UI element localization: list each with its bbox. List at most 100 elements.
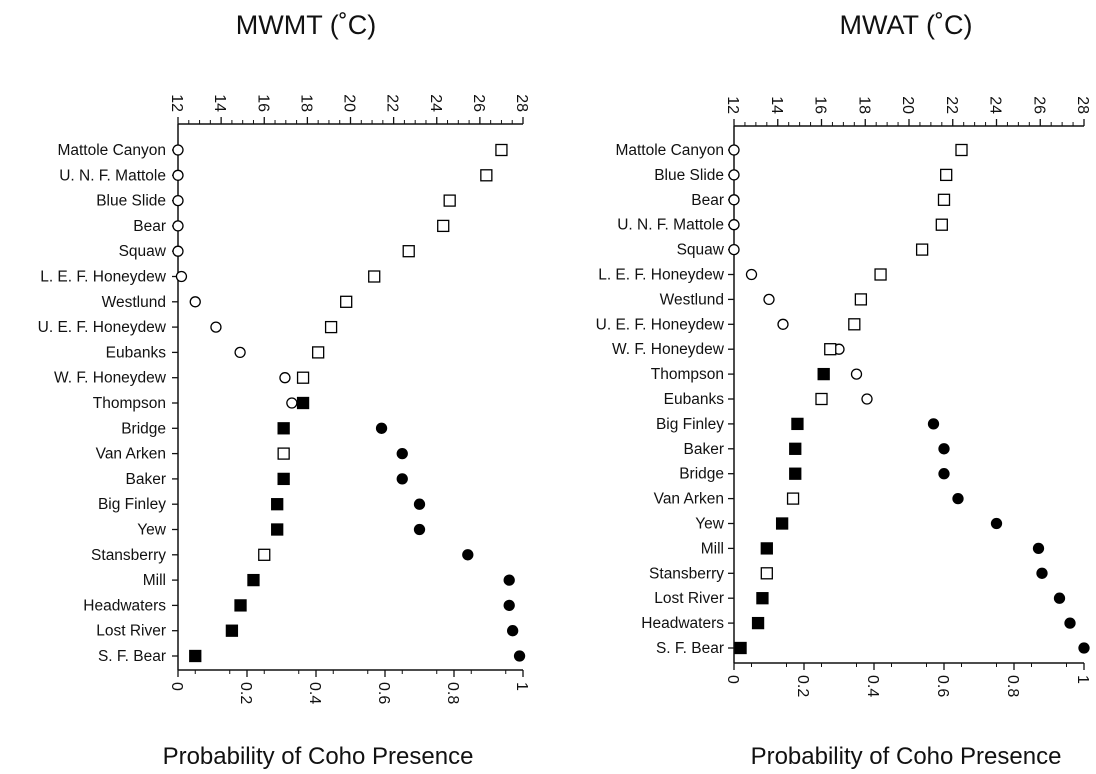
site-label: Thompson xyxy=(93,395,166,412)
temperature-point-filled xyxy=(751,616,765,630)
panel-title-mwmt: MWMT (˚C) xyxy=(236,10,376,40)
top-tick-label: 14 xyxy=(768,96,785,114)
site-label: Lost River xyxy=(654,590,724,607)
site-label: W. F. Honeydew xyxy=(612,341,725,358)
top-tick-label: 14 xyxy=(211,94,228,112)
site-label: Lost River xyxy=(96,623,166,640)
temperature-point-open xyxy=(258,548,271,561)
site-label: Blue Slide xyxy=(96,193,166,210)
probability-point-open xyxy=(861,393,873,405)
probability-point-open xyxy=(172,194,184,207)
x-tick-label: 1 xyxy=(1074,675,1091,684)
x-tick-label: 0.2 xyxy=(237,682,254,704)
temperature-point-filled xyxy=(756,592,769,605)
probability-point-filled xyxy=(513,650,526,662)
top-tick-label: 12 xyxy=(168,94,185,112)
temperature-point-filled xyxy=(277,422,290,435)
probability-point-filled xyxy=(396,473,408,485)
temperature-point-filled xyxy=(791,417,804,431)
top-tick-label: 24 xyxy=(987,96,1004,114)
panel-mwat: MWAT (˚C) Probability of Coho Presence 0… xyxy=(596,10,1091,770)
x-tick-label: 1 xyxy=(513,682,530,691)
temperature-point-filled xyxy=(789,442,802,455)
temperature-point-open xyxy=(937,193,951,206)
top-tick-label: 16 xyxy=(254,94,271,112)
x-axis-label-mwmt: Probability of Coho Presence xyxy=(163,743,474,770)
temperature-point-open xyxy=(443,194,456,207)
site-label: Bear xyxy=(691,192,724,209)
x-tick-label: 0.4 xyxy=(306,682,323,704)
probability-point-filled xyxy=(990,517,1003,530)
probability-point-filled xyxy=(938,443,950,455)
site-label: S. F. Bear xyxy=(98,648,166,665)
x-tick-label: 0.4 xyxy=(864,675,881,697)
temperature-point-filled xyxy=(277,472,290,486)
x-tick-label: 0.6 xyxy=(934,675,951,697)
top-tick-label: 26 xyxy=(1030,96,1047,114)
site-label: U. E. F. Honeydew xyxy=(596,316,725,333)
temperature-point-filled xyxy=(817,367,830,381)
probability-point-filled xyxy=(375,422,388,434)
probability-point-filled xyxy=(1032,542,1045,555)
site-label: Stansberry xyxy=(91,547,166,564)
temperature-point-open xyxy=(815,392,828,406)
top-tick-label: 20 xyxy=(899,96,916,114)
probability-point-filled xyxy=(1053,592,1066,604)
site-label: Bear xyxy=(133,218,166,235)
temperature-point-open xyxy=(848,318,861,331)
top-tick-label: 20 xyxy=(341,94,358,112)
site-label: Yew xyxy=(695,516,725,533)
site-label: Headwaters xyxy=(641,615,724,632)
probability-point-open xyxy=(172,220,184,232)
temperature-point-open xyxy=(874,268,887,281)
probability-point-filled xyxy=(952,492,964,505)
probability-point-open xyxy=(189,296,201,308)
site-label: Van Arken xyxy=(654,491,724,508)
x-tick-label: 0 xyxy=(168,682,185,691)
temperature-point-open xyxy=(915,243,929,256)
site-label: Baker xyxy=(684,441,725,458)
top-tick-label: 12 xyxy=(724,96,741,114)
site-label: Squaw xyxy=(677,242,725,259)
x-tick-label: 0 xyxy=(724,675,741,684)
probability-point-open xyxy=(279,372,291,384)
temperature-point-open xyxy=(824,343,837,356)
temperature-point-filled xyxy=(271,498,284,511)
temperature-point-open xyxy=(480,169,493,182)
temperature-point-filled xyxy=(789,467,802,480)
top-tick-label: 24 xyxy=(427,94,444,112)
probability-point-filled xyxy=(413,523,426,536)
site-label: L. E. F. Honeydew xyxy=(598,267,725,284)
top-tick-label: 26 xyxy=(470,94,487,112)
top-tick-label: 18 xyxy=(855,96,872,114)
temperature-point-open xyxy=(402,245,415,258)
site-label: U. N. F. Mattole xyxy=(617,217,724,234)
site-label: Bridge xyxy=(121,420,166,437)
temperature-point-open xyxy=(955,143,968,157)
x-tick-label: 0.2 xyxy=(794,675,811,697)
site-label: Mill xyxy=(143,572,166,589)
panel-mwmt: MWMT (˚C) Probability of Coho Presence 0… xyxy=(38,10,530,770)
site-label: Stansberry xyxy=(649,565,724,582)
site-label: S. F. Bear xyxy=(656,640,724,657)
site-label: U. N. F. Mattole xyxy=(59,167,166,184)
site-label: Baker xyxy=(126,471,167,488)
probability-point-open xyxy=(745,268,758,281)
probability-point-filled xyxy=(462,549,474,561)
site-label: Headwaters xyxy=(83,597,166,614)
probability-point-filled xyxy=(413,498,426,510)
temperature-point-filled xyxy=(271,523,284,536)
temperature-point-open xyxy=(312,346,325,359)
probability-point-open xyxy=(728,219,740,231)
probability-point-open xyxy=(172,169,184,181)
probability-point-open xyxy=(286,397,298,409)
temperature-point-open xyxy=(437,219,450,233)
probability-point-filled xyxy=(1078,642,1090,654)
temperature-point-filled xyxy=(734,641,747,655)
probability-point-open xyxy=(777,318,789,330)
probability-point-open xyxy=(175,270,188,283)
temperature-point-filled xyxy=(189,649,202,663)
site-label: Bridge xyxy=(679,466,724,483)
probability-point-filled xyxy=(938,468,950,480)
temperature-point-open xyxy=(277,447,290,460)
